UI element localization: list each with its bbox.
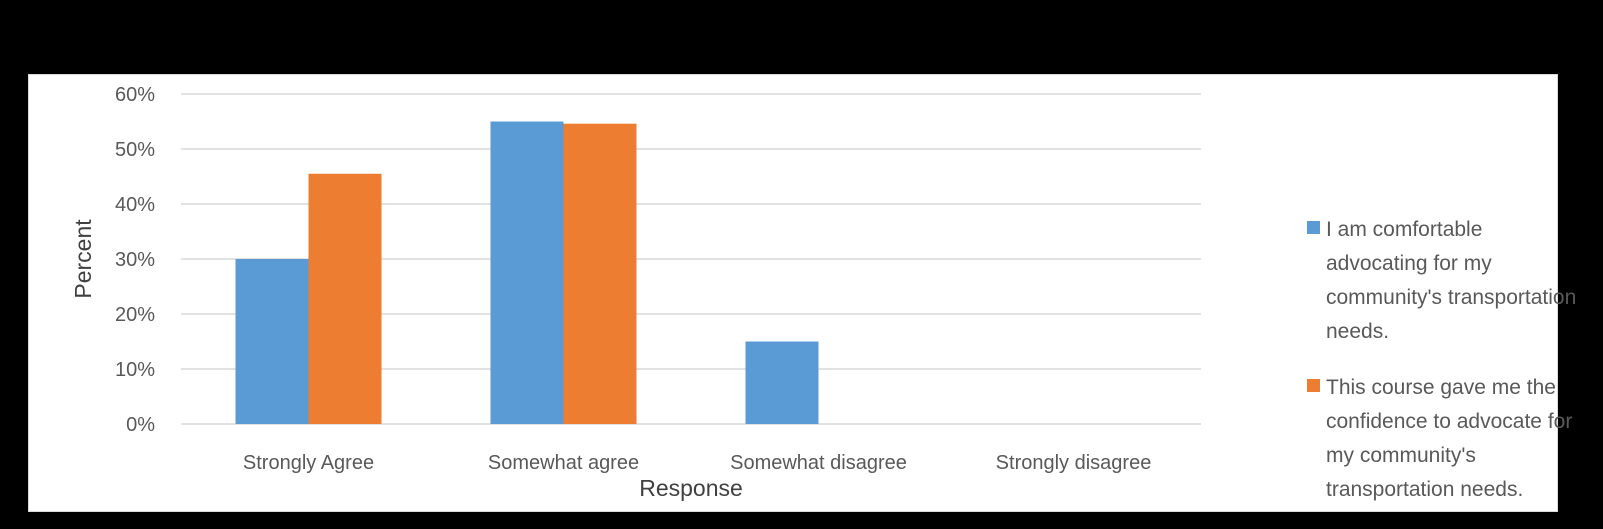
legend-label-series-2: This course gave me the confidence to ad… <box>1326 376 1573 501</box>
x-tick-label: Somewhat agree <box>488 452 639 474</box>
bar-chart: 0% 10% 20% 30% 40% 50% 60% Strongly Agree Somew… <box>70 84 1201 501</box>
x-tick-label: Strongly Agree <box>243 452 374 474</box>
chart-panel: 0% 10% 20% 30% 40% 50% 60% Strongly Agree Somew… <box>28 74 1576 512</box>
bar-series-2 <box>308 173 382 424</box>
legend-swatch-series-1 <box>1307 221 1320 234</box>
bar-series-1 <box>745 341 819 424</box>
y-tick-label: 10% <box>115 359 155 381</box>
bar-series-1 <box>235 259 309 424</box>
legend-item-series-1: I am comfortable advocating for my commu… <box>1307 213 1577 349</box>
y-tick-label: 60% <box>115 84 155 106</box>
x-tick-label: Somewhat disagree <box>730 452 907 474</box>
y-tick-label: 40% <box>115 194 155 216</box>
y-tick-label: 20% <box>115 304 155 326</box>
legend-swatch-series-2 <box>1307 379 1320 392</box>
y-tick-label: 30% <box>115 249 155 271</box>
x-axis-title: Response <box>639 475 743 501</box>
y-axis-title: Percent <box>70 219 96 299</box>
bar-series-1 <box>490 121 564 424</box>
x-tick-label: Strongly disagree <box>996 452 1152 474</box>
legend: I am comfortable advocating for my commu… <box>1307 213 1577 529</box>
legend-item-series-2: This course gave me the confidence to ad… <box>1307 371 1577 507</box>
bar-series-2 <box>563 123 637 424</box>
y-tick-label: 50% <box>115 139 155 161</box>
legend-label-series-1: I am comfortable advocating for my commu… <box>1326 218 1577 343</box>
y-tick-label: 0% <box>126 414 155 436</box>
